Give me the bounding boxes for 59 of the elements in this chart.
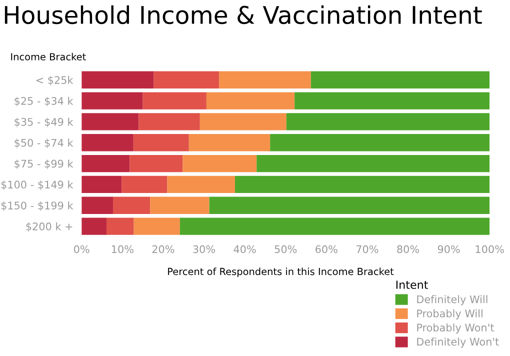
y-tick-label: $50 - $74 k	[14, 138, 74, 148]
y-tick-label: $150 - $199 k	[1, 201, 74, 211]
x-tick-label: 90%	[438, 245, 460, 254]
bar	[130, 154, 183, 172]
bar	[82, 154, 130, 172]
bar	[82, 71, 154, 88]
bar	[209, 196, 490, 214]
x-tick-label: 50%	[274, 245, 297, 254]
x-tick-label: 20%	[152, 245, 174, 254]
bar	[82, 176, 122, 194]
legend-label: Probably Won't	[417, 323, 494, 334]
bar	[82, 196, 114, 214]
bar	[154, 71, 220, 88]
bar	[82, 113, 139, 130]
legend-label: Definitely Won't	[417, 338, 499, 348]
legend-label: Probably Will	[417, 309, 482, 320]
bar	[122, 176, 168, 194]
bar	[188, 134, 270, 152]
bar	[200, 113, 286, 130]
bar	[106, 218, 134, 235]
x-tick-label: 10%	[112, 245, 134, 254]
bar	[82, 134, 134, 152]
bar	[82, 92, 143, 110]
x-tick-label: 0%	[74, 245, 90, 254]
y-tick-label: $25 - $34 k	[14, 96, 74, 106]
x-tick-label: 70%	[356, 245, 378, 254]
bar	[113, 196, 150, 214]
x-axis-title: Percent of Respondents in this Income Bracket	[168, 268, 394, 278]
bar	[235, 176, 490, 194]
x-tick-label: 40%	[234, 245, 256, 254]
y-tick-label: $75 - $99 k	[14, 160, 74, 170]
bar	[134, 218, 180, 235]
bar	[310, 71, 490, 88]
bar	[219, 71, 311, 88]
y-tick-label: $100 - $149 k	[1, 180, 74, 190]
bar	[256, 154, 490, 172]
bar	[294, 92, 490, 110]
bar	[206, 92, 295, 110]
chart-title: Household Income & Vaccination Intent	[4, 5, 482, 24]
bar	[150, 196, 210, 214]
legend-title: Intent	[396, 280, 428, 289]
x-tick-label: 30%	[193, 245, 215, 254]
bar	[180, 218, 490, 235]
bar	[182, 154, 257, 172]
bar	[142, 92, 206, 110]
x-tick-label: 60%	[316, 245, 338, 254]
bar	[167, 176, 236, 194]
x-tick-label: 100%	[476, 245, 504, 254]
y-tick-label: $35 - $49 k	[14, 118, 74, 128]
y-axis-title: Income Bracket	[11, 52, 86, 60]
y-tick-label: $200 k +	[26, 222, 72, 232]
bar	[133, 134, 189, 152]
legend-label: Definitely Will	[417, 295, 488, 306]
bar	[138, 113, 200, 130]
bar	[286, 113, 490, 130]
bar	[270, 134, 490, 152]
bar	[82, 218, 106, 235]
y-tick-label: < $25k	[36, 76, 74, 86]
x-tick-label: 80%	[397, 245, 419, 254]
